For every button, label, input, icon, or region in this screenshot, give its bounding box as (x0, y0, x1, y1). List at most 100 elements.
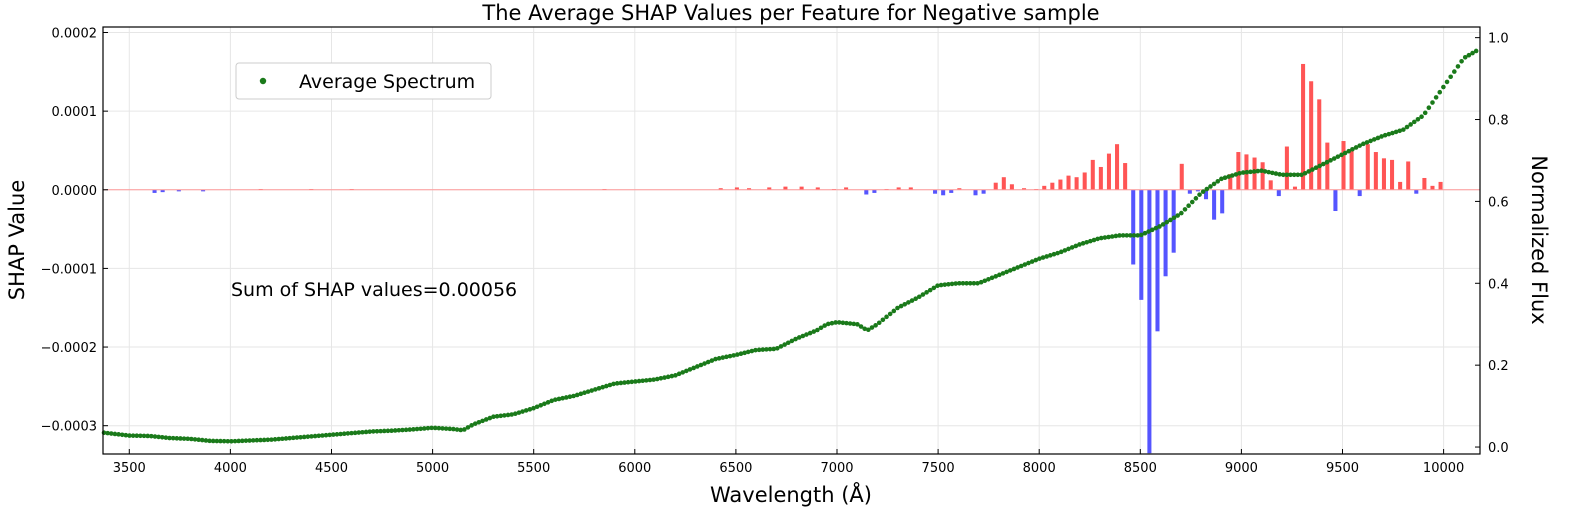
spectrum-point (210, 438, 216, 444)
spectrum-point (531, 405, 536, 411)
spectrum-point (516, 410, 522, 415)
spectrum-point (1193, 196, 1199, 201)
spectrum-point (1237, 170, 1242, 176)
y-tick-label: −0.0002 (41, 341, 97, 356)
spectrum-point (174, 436, 180, 441)
spectrum-point (669, 373, 675, 379)
spectrum-point (1139, 232, 1144, 238)
spectrum-point (571, 393, 576, 399)
spectrum-point (1371, 137, 1377, 142)
spectrum-point (207, 438, 212, 444)
shap-bar (815, 187, 820, 190)
spectrum-point (1168, 217, 1173, 223)
spectrum-point (1324, 159, 1330, 165)
spectrum-point (1368, 138, 1373, 144)
spectrum-point (647, 377, 653, 383)
spectrum-point (381, 428, 387, 434)
spectrum-point (953, 281, 958, 286)
spectrum-point (1430, 100, 1435, 105)
spectrum-point (596, 386, 602, 391)
shap-bar (1349, 150, 1354, 190)
spectrum-point (1022, 262, 1028, 267)
shap-bar (718, 188, 723, 190)
spectrum-point (145, 433, 150, 439)
shap-bar (160, 189, 165, 193)
x-tick-label: 8500 (1124, 461, 1157, 476)
legend-entry-average-spectrum: Average Spectrum (299, 71, 475, 93)
spectrum-point (753, 347, 758, 353)
spectrum-point (283, 436, 289, 441)
spectrum-point (665, 374, 671, 380)
spectrum-point (1095, 236, 1100, 242)
shap-bar (176, 189, 181, 192)
spectrum-point (793, 336, 798, 342)
spectrum-point (349, 430, 354, 436)
spectrum-point (356, 430, 362, 435)
shap-bar (767, 187, 772, 190)
spectrum-point (633, 379, 638, 384)
spectrum-point (476, 419, 482, 425)
spectrum-point (1000, 271, 1006, 276)
spectrum-point (1397, 128, 1403, 134)
spectrum-point (1441, 84, 1446, 90)
spectrum-point (1251, 169, 1257, 174)
spectrum-point (1160, 222, 1166, 227)
spectrum-point (123, 432, 129, 438)
spectrum-point (1051, 251, 1057, 257)
spectrum-point (982, 278, 988, 284)
spectrum-point (563, 395, 569, 400)
spectrum-point (1331, 156, 1337, 161)
spectrum-point (1175, 213, 1181, 218)
shap-bar (1115, 144, 1120, 190)
shap-bar (201, 189, 206, 192)
shap-bar (933, 189, 938, 194)
spectrum-point (232, 438, 238, 444)
spectrum-point (290, 435, 296, 441)
spectrum-point (545, 400, 551, 405)
spectrum-point (851, 321, 857, 327)
spectrum-point (1328, 158, 1333, 163)
y-tick-label: 0.0001 (52, 105, 98, 120)
spectrum-point (1339, 152, 1344, 158)
spectrum-point (1302, 170, 1308, 176)
spectrum-point (625, 379, 631, 385)
spectrum-point (1259, 168, 1264, 174)
spectrum-point (327, 432, 332, 438)
spectrum-point (636, 378, 642, 384)
spectrum-point (432, 425, 438, 431)
spectrum-point (258, 437, 263, 443)
spectrum-point (796, 335, 802, 340)
y-axis-ticks: −0.0003 −0.0002 −0.0001 0.0000 0.0001 0.0002 (41, 27, 108, 435)
spectrum-point (472, 421, 478, 426)
spectrum-point (600, 384, 605, 390)
spectrum-point (1284, 172, 1290, 178)
x-tick-label: 9500 (1326, 461, 1359, 476)
spectrum-point (567, 394, 573, 400)
spectrum-point (1128, 233, 1133, 238)
spectrum-point (422, 426, 427, 431)
spectrum-point (1404, 124, 1410, 130)
spectrum-point (1131, 233, 1137, 238)
spectrum-point (720, 355, 726, 360)
spectrum-point (684, 368, 689, 374)
spectrum-point (138, 433, 143, 439)
spectrum-point (702, 361, 707, 366)
shap-bar (1365, 144, 1370, 190)
spectrum-point (1117, 233, 1122, 238)
spectrum-point (582, 390, 587, 396)
spectrum-point (585, 389, 591, 394)
shap-bar (844, 187, 849, 190)
shap-bar (1309, 81, 1314, 190)
spectrum-point (713, 356, 718, 362)
spectrum-point (731, 353, 736, 358)
spectrum-point (1411, 119, 1417, 125)
spectrum-point (134, 433, 140, 439)
spectrum-point (374, 428, 380, 434)
spectrum-point (836, 320, 842, 325)
spectrum-point (800, 333, 806, 339)
spectrum-point (411, 427, 416, 432)
spectrum-point (767, 346, 773, 352)
shap-sum-annotation: Sum of SHAP values=0.00056 (231, 279, 517, 301)
spectrum-point (975, 280, 980, 286)
spectrum-point (811, 329, 817, 334)
